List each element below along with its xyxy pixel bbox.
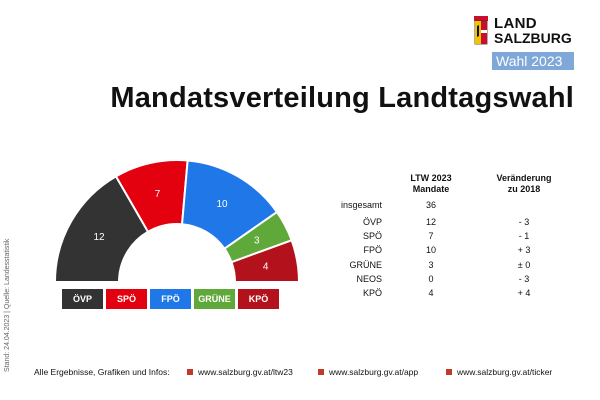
table-party-neos: NEOS bbox=[356, 273, 382, 284]
link-marker-icon bbox=[318, 369, 324, 375]
header-mandate-line1: LTW 2023 bbox=[410, 173, 452, 183]
logo-text-land: LAND bbox=[494, 15, 537, 32]
seat-label-fpö: 10 bbox=[216, 199, 228, 210]
table-party-fpö: FPÖ bbox=[363, 245, 382, 256]
seat-label-grüne: 3 bbox=[254, 235, 260, 246]
table-mandate-fpö: 10 bbox=[425, 245, 436, 256]
header-change: Veränderung zu 2018 bbox=[484, 173, 564, 195]
table-change-spö: - 1 bbox=[518, 231, 530, 242]
link-marker-icon bbox=[446, 369, 452, 375]
logo-text-salzburg: SALZBURG bbox=[494, 30, 572, 46]
total-value: 36 bbox=[425, 200, 436, 210]
header-mandate: LTW 2023 Mandate bbox=[395, 173, 467, 195]
legend-item-övp: ÖVP bbox=[62, 289, 103, 309]
table-change-övp: - 3 bbox=[518, 217, 530, 227]
footer-link-ltw23[interactable]: www.salzburg.gv.at/ltw23 bbox=[187, 367, 293, 377]
table-mandate-neos: 0 bbox=[428, 273, 434, 284]
footer-link-text[interactable]: www.salzburg.gv.at/app bbox=[329, 367, 419, 377]
table-change-kpö: + 4 bbox=[517, 288, 531, 298]
table-mandate-övp: 12 bbox=[425, 217, 436, 227]
table-party-övp: ÖVP bbox=[362, 217, 382, 227]
table-mandate-kpö: 4 bbox=[428, 288, 434, 298]
page-title: Mandatsverteilung Landtagswahl bbox=[110, 82, 574, 114]
header-change-line1: Veränderung bbox=[496, 173, 552, 183]
footer-link-app[interactable]: www.salzburg.gv.at/app bbox=[318, 367, 418, 377]
wahl-badge: Wahl 2023 bbox=[492, 52, 574, 70]
table-mandate-grüne: 3 bbox=[428, 259, 434, 270]
table-change-fpö: + 3 bbox=[517, 245, 531, 256]
coat-of-arms-icon bbox=[474, 16, 488, 45]
table-change-neos: - 3 bbox=[518, 273, 530, 284]
footer-link-ticker[interactable]: www.salzburg.gv.at/ticker bbox=[446, 367, 552, 377]
table-mandate-spö: 7 bbox=[428, 231, 434, 242]
table-party-kpö: KPÖ bbox=[362, 288, 382, 298]
header-mandate-line2: Mandate bbox=[412, 184, 450, 194]
legend-item-kpö: KPÖ bbox=[238, 289, 279, 309]
footer-link-text[interactable]: www.salzburg.gv.at/ltw23 bbox=[198, 367, 293, 377]
chart-legend: ÖVP SPÖ FPÖ GRÜNE KPÖ bbox=[62, 289, 279, 309]
total-label: insgesamt bbox=[341, 200, 383, 210]
land-salzburg-logo: LAND SALZBURG Wahl 2023 bbox=[472, 14, 582, 74]
footer-link-text[interactable]: www.salzburg.gv.at/ticker bbox=[457, 367, 553, 377]
legend-item-spö: SPÖ bbox=[106, 289, 147, 309]
legend-item-grüne: GRÜNE bbox=[194, 289, 235, 309]
legend-item-fpö: FPÖ bbox=[150, 289, 191, 309]
seat-label-övp: 12 bbox=[93, 232, 105, 243]
seat-label-spö: 7 bbox=[155, 189, 161, 200]
seat-label-kpö: 4 bbox=[263, 261, 269, 272]
seat-slice-kpö bbox=[230, 238, 301, 283]
link-marker-icon bbox=[187, 369, 193, 375]
table-party-spö: SPÖ bbox=[362, 231, 382, 242]
table-party-grüne: GRÜNE bbox=[349, 259, 382, 270]
header-change-line2: zu 2018 bbox=[507, 184, 541, 194]
table-change-grüne: ± 0 bbox=[517, 259, 531, 270]
footer-intro: Alle Ergebnisse, Grafiken und Infos: bbox=[34, 367, 170, 377]
